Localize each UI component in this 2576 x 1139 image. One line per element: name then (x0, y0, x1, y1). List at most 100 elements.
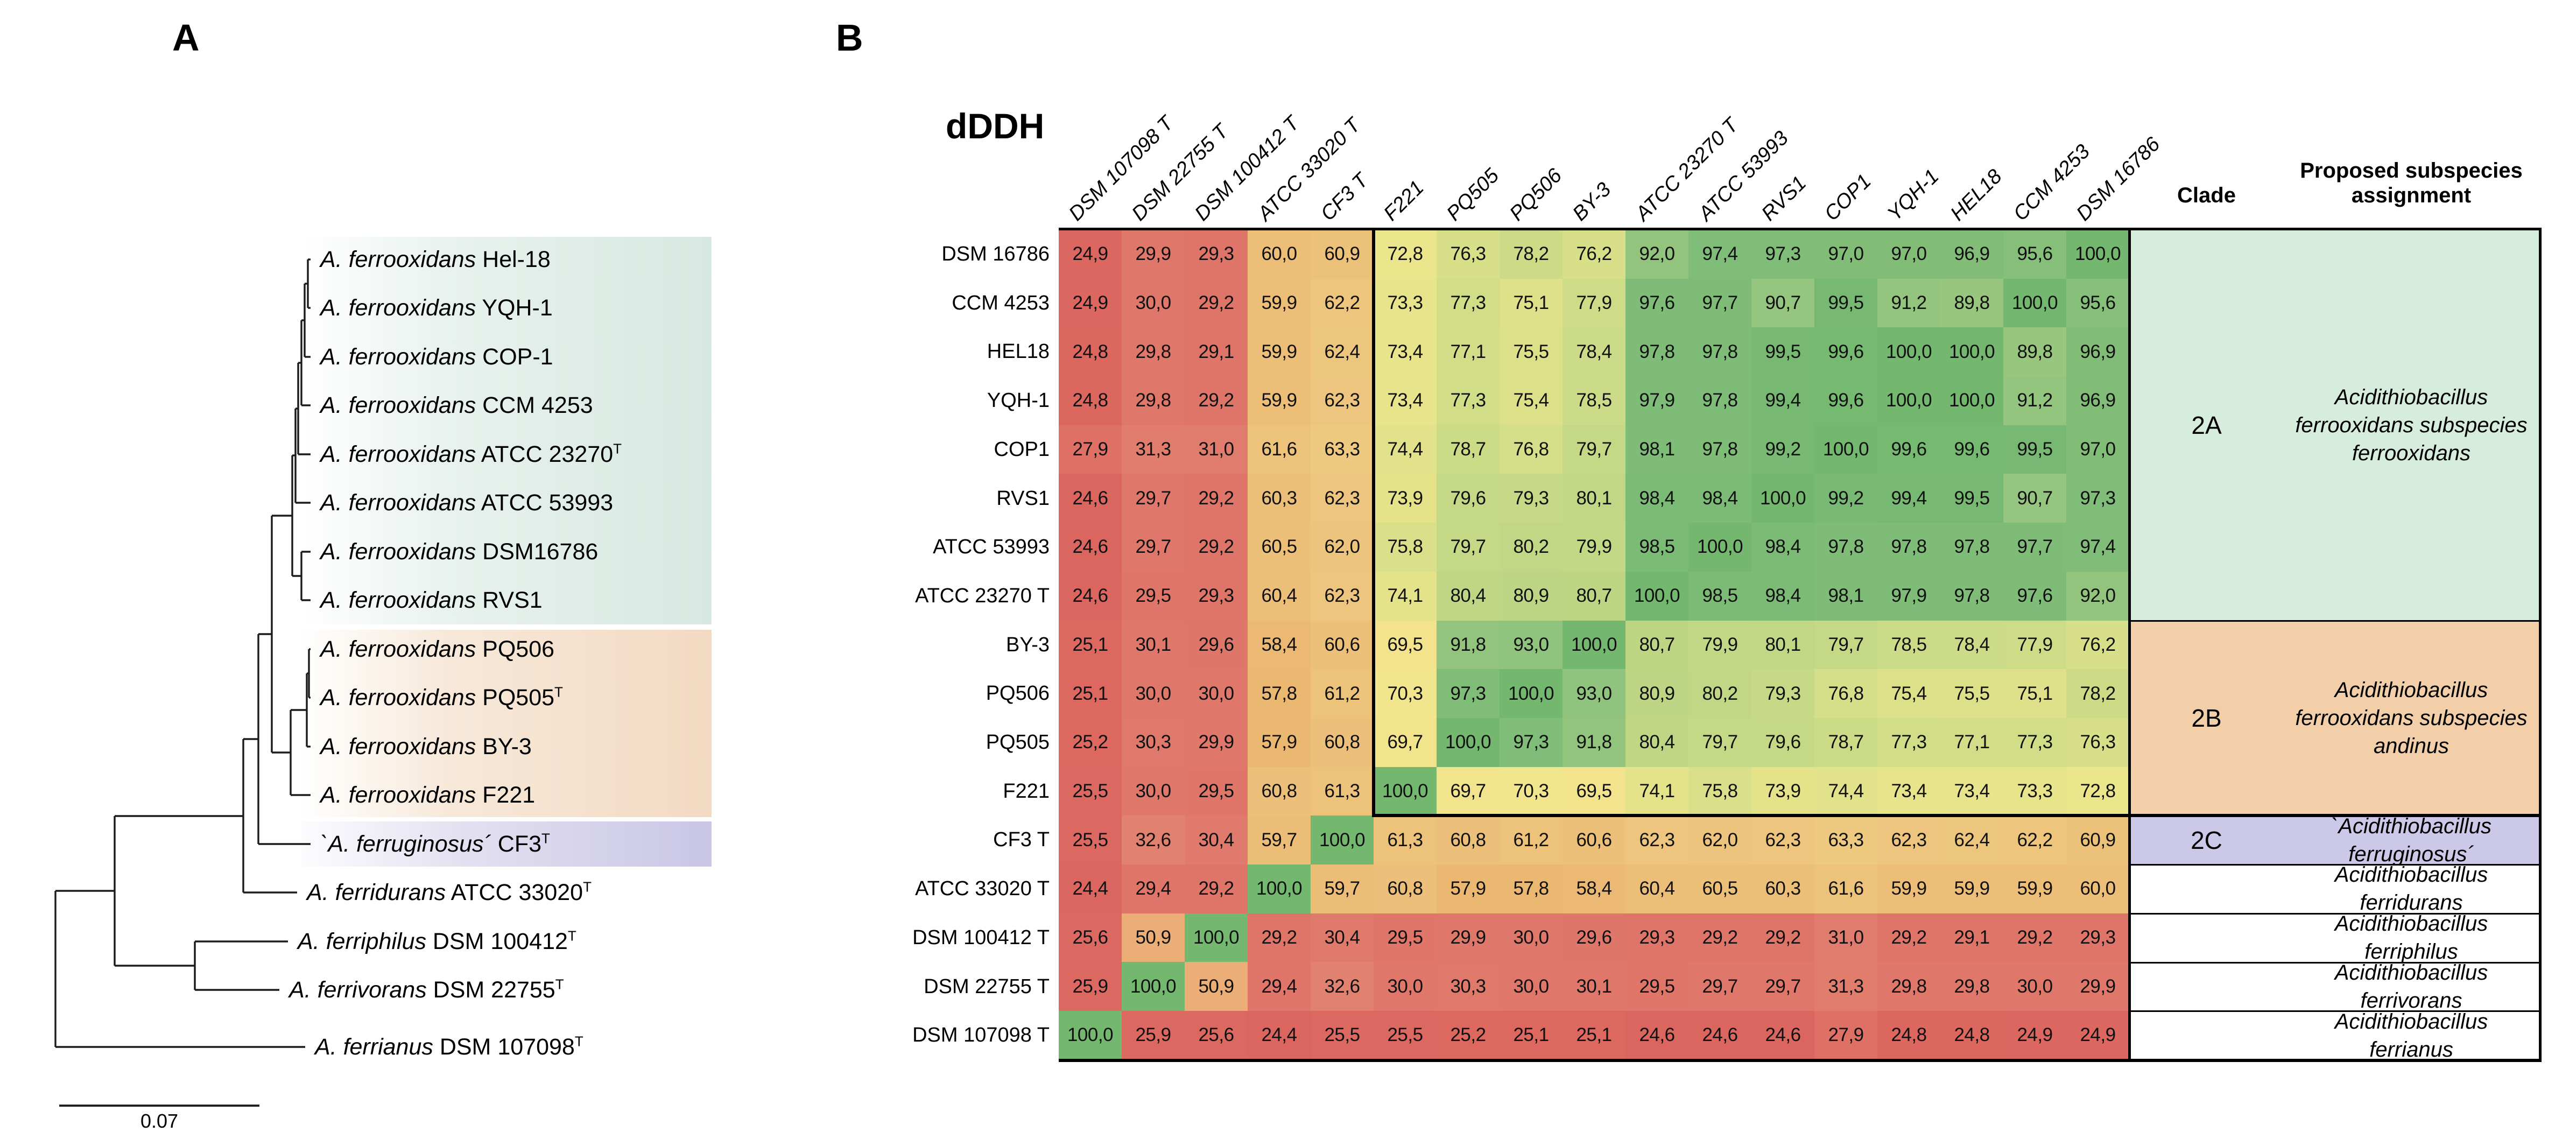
heatmap-cell: 97,6 (2003, 571, 2066, 621)
heatmap-cell: 99,4 (1751, 376, 1814, 425)
clade-group-block: 2C `Acidithiobacillus ferruginosus´ (2129, 814, 2539, 866)
column-header: HEL18 (1946, 165, 2007, 226)
clade-group-block: 2B Acidithiobacillus ferrooxidans subspec… (2129, 620, 2539, 816)
heatmap-matrix: 24,9 29,9 29,3 60,0 60,9 72,8 76,3 78,2 76,2 92,0… (1059, 230, 2129, 1060)
clade-2c-band (301, 821, 712, 867)
heatmap-cell: 73,9 (1374, 474, 1437, 523)
scale-bar-label: 0.07 (140, 1110, 179, 1132)
heatmap-cell: 98,4 (1688, 474, 1751, 523)
heatmap-cell: 30,0 (1122, 278, 1185, 328)
heatmap-cell: 97,8 (1877, 523, 1940, 572)
heatmap-cell: 32,6 (1122, 815, 1185, 864)
heatmap-cell: 99,5 (2003, 425, 2066, 474)
heatmap-cell: 100,0 (1059, 1011, 1122, 1060)
border-line (2128, 1010, 2542, 1013)
heatmap-cell: 29,2 (1248, 913, 1311, 962)
tree-tip-label: A. ferrooxidans YQH-1 (320, 295, 553, 321)
heatmap-cell: 29,3 (1185, 571, 1248, 621)
heatmap-cell: 75,1 (2003, 669, 2066, 718)
heatmap-cell: 95,6 (2003, 230, 2066, 279)
heatmap-cell: 89,8 (1940, 278, 2003, 328)
heatmap-cell: 29,3 (1625, 913, 1688, 962)
heatmap-cell: 57,8 (1248, 669, 1311, 718)
border-line (2128, 961, 2542, 964)
heatmap-cell: 29,2 (2003, 913, 2066, 962)
heatmap-cell: 80,1 (1563, 474, 1625, 523)
row-label: ATCC 53993 (933, 536, 1050, 559)
tree-tip-label: A. ferrooxidans F221 (320, 782, 536, 808)
heatmap-cell: 61,2 (1500, 815, 1563, 864)
heatmap-cell: 25,5 (1059, 767, 1122, 816)
heatmap-cell: 93,0 (1563, 669, 1625, 718)
heatmap-cell: 79,7 (1688, 718, 1751, 767)
heatmap-cell: 30,0 (1500, 913, 1563, 962)
heatmap-cell: 100,0 (1940, 376, 2003, 425)
border-line (1059, 228, 2541, 230)
heatmap-cell: 75,4 (1500, 376, 1563, 425)
heatmap-cell: 60,8 (1311, 718, 1374, 767)
row-label: CF3 T (993, 828, 1050, 852)
heatmap-cell: 99,5 (1814, 278, 1877, 328)
heatmap-cell: 70,3 (1500, 767, 1563, 816)
column-header: RVS1 (1757, 172, 1811, 226)
heatmap-cell: 98,4 (1751, 571, 1814, 621)
heatmap-cell: 25,6 (1185, 1011, 1248, 1060)
heatmap-cell: 62,2 (1311, 278, 1374, 328)
heatmap-cell: 97,0 (1877, 230, 1940, 279)
heatmap-cell: 98,5 (1688, 571, 1751, 621)
heatmap-cell: 57,9 (1248, 718, 1311, 767)
heatmap-cell: 24,9 (2003, 1011, 2066, 1060)
heatmap-cell: 77,9 (1563, 278, 1625, 328)
column-header: CF3 T (1316, 169, 1373, 226)
tree-tip-label: A. ferrooxidans BY-3 (320, 734, 532, 760)
heatmap-cell: 62,3 (1311, 376, 1374, 425)
heatmap-cell: 96,9 (2066, 376, 2129, 425)
heatmap-cell: 25,5 (1311, 1011, 1374, 1060)
heatmap-cell: 91,8 (1563, 718, 1625, 767)
column-header: PQ505 (1442, 164, 1504, 226)
heatmap-cell: 76,2 (1563, 230, 1625, 279)
heatmap-cell: 100,0 (1877, 327, 1940, 377)
heatmap-cell: 30,4 (1311, 913, 1374, 962)
heatmap-cell: 80,4 (1625, 718, 1688, 767)
row-label: ATCC 23270 T (915, 584, 1050, 607)
heatmap-cell: 25,9 (1122, 1011, 1185, 1060)
heatmap-cell: 32,6 (1311, 962, 1374, 1011)
heatmap-cell: 29,1 (1940, 913, 2003, 962)
tree-tip-label: A. ferrooxidans COP-1 (320, 344, 553, 370)
row-label: DSM 107098 T (912, 1024, 1050, 1047)
heatmap-cell: 30,3 (1437, 962, 1500, 1011)
heatmap-cell: 73,9 (1751, 767, 1814, 816)
heatmap-cell: 25,1 (1059, 620, 1122, 670)
heatmap-cell: 79,6 (1437, 474, 1500, 523)
heatmap-cell: 77,9 (2003, 620, 2066, 670)
heatmap-cell: 100,0 (1940, 327, 2003, 377)
heatmap-cell: 31,3 (1814, 962, 1877, 1011)
heatmap-cell: 29,5 (1122, 571, 1185, 621)
heatmap-cell: 97,6 (1625, 278, 1688, 328)
heatmap-cell: 29,8 (1877, 962, 1940, 1011)
row-label: DSM 16786 (941, 243, 1050, 265)
heatmap-cell: 25,1 (1059, 669, 1122, 718)
heatmap-cell: 31,0 (1185, 425, 1248, 474)
row-label: RVS1 (996, 487, 1050, 510)
heatmap-cell: 77,1 (1940, 718, 2003, 767)
heatmap-cell: 97,3 (1437, 669, 1500, 718)
heatmap-cell: 79,7 (1814, 620, 1877, 670)
heatmap-cell: 76,3 (1437, 230, 1500, 279)
heatmap-cell: 97,8 (1625, 327, 1688, 377)
heatmap-cell: 91,2 (1877, 278, 1940, 328)
heatmap-cell: 99,2 (1814, 474, 1877, 523)
heatmap-cell: 60,8 (1248, 767, 1311, 816)
row-label: PQ506 (986, 682, 1050, 705)
heatmap-cell: 30,0 (1185, 669, 1248, 718)
heatmap-cell: 77,3 (1877, 718, 1940, 767)
heatmap-cell: 98,4 (1625, 474, 1688, 523)
heatmap-cell: 97,8 (1688, 327, 1751, 377)
heatmap-cell: 73,4 (1374, 376, 1437, 425)
heatmap-cell: 99,2 (1751, 425, 1814, 474)
heatmap-cell: 24,6 (1059, 571, 1122, 621)
heatmap-cell: 97,4 (2066, 523, 2129, 572)
heatmap-cell: 58,4 (1563, 864, 1625, 913)
heatmap-cell: 24,9 (2066, 1011, 2129, 1060)
